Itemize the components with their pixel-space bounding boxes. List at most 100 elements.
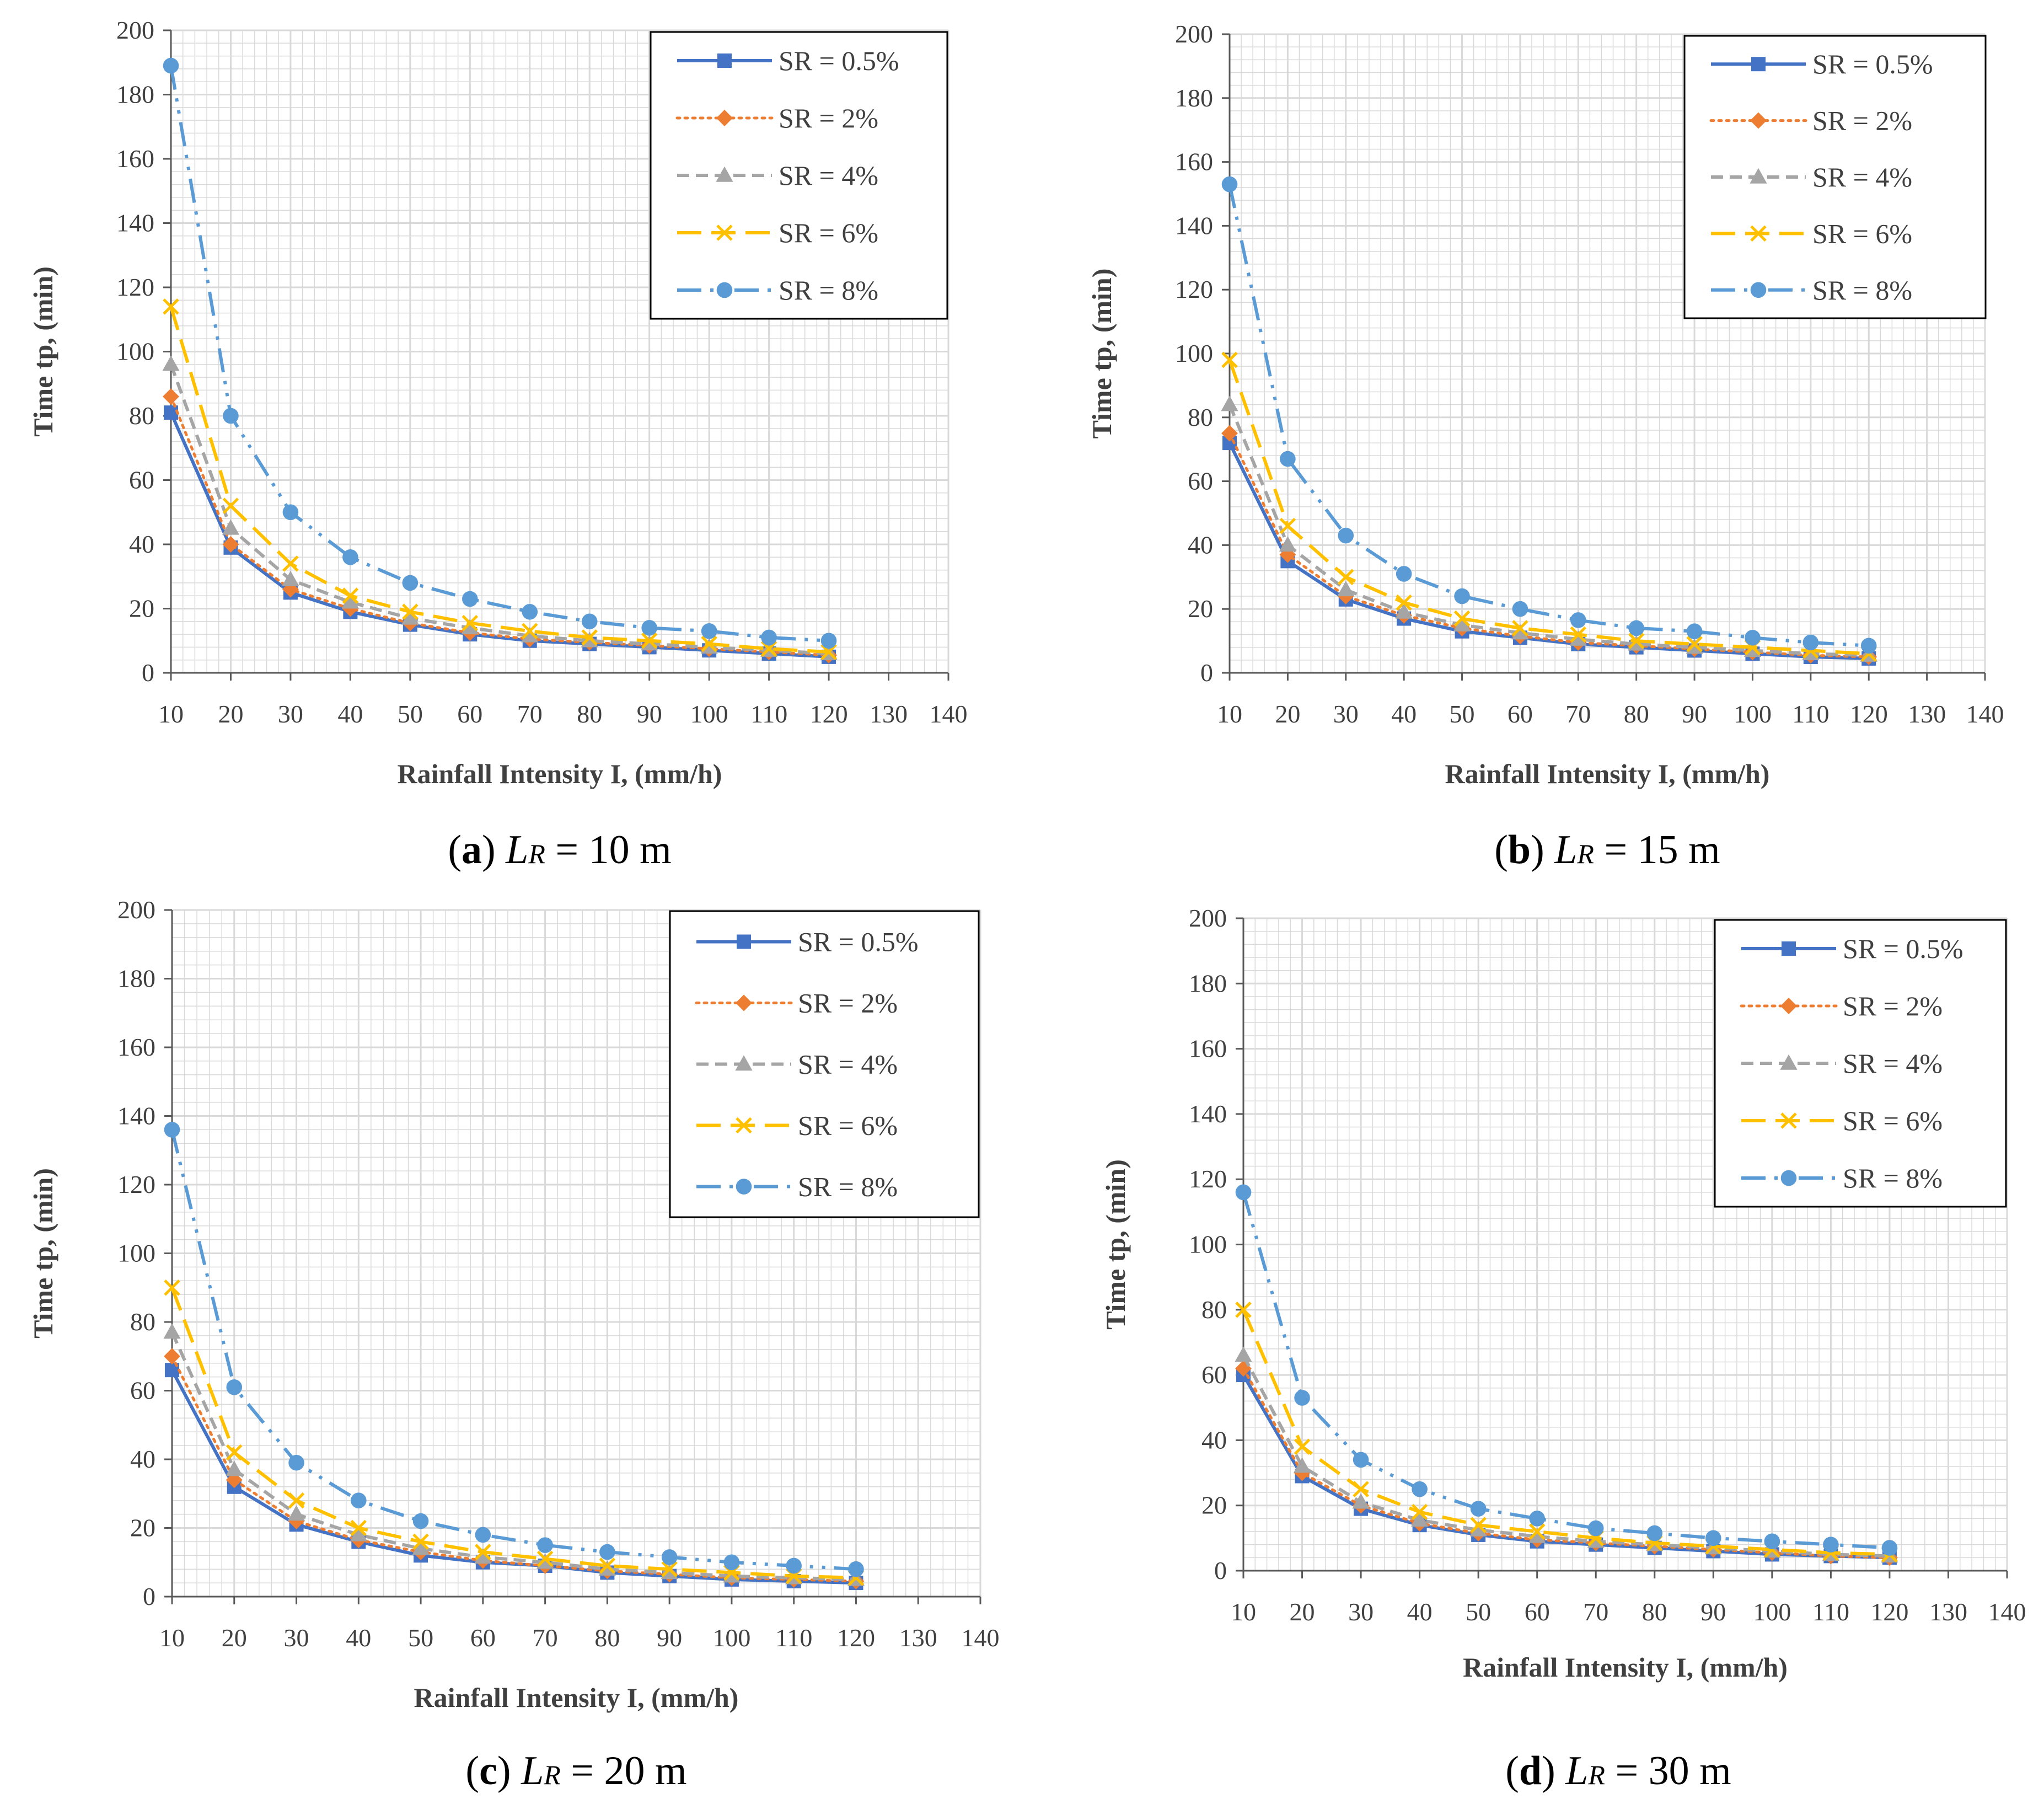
legend: SR = 0.5% SR = 2% SR = 4% SR = 6% SR = 8% [1683,35,1987,319]
series-sr-0-5 [164,405,836,664]
data-point-sr-8 [1294,1390,1310,1406]
legend-label-sr-2: SR = 2% [1843,991,1943,1021]
data-point-sr-2 [282,581,299,598]
caption-part-3: L [1565,1748,1588,1794]
data-point-sr-2 [1221,425,1238,442]
y-tick-label: 180 [1189,969,1227,997]
data-point-sr-4 [341,593,359,609]
legend-marker-sr-8 [736,1179,752,1195]
series-line-sr-8 [1228,184,1869,647]
y-tick-label: 120 [116,273,154,301]
x-tick-label: 90 [1700,1598,1726,1626]
legend: SR = 0.5% SR = 2% SR = 4% SR = 6% SR = 8% [650,31,948,320]
data-point-sr-6-stroke-b [288,1492,305,1509]
data-point-sr-8 [163,57,179,74]
x-tick-label: 40 [1391,700,1417,728]
y-tick-label: 0 [143,1582,155,1610]
data-point-sr-8 [786,1557,802,1574]
data-point-sr-8 [164,1122,180,1138]
data-point-sr-4 [1279,536,1296,552]
data-point-sr-6-stroke-b [760,640,777,657]
data-point-sr-6 [661,1561,678,1577]
legend-marker-sr-2 [736,994,752,1011]
series-sr-8 [163,57,837,649]
x-tick-label: 140 [962,1624,1000,1652]
data-point-sr-6 [1396,594,1412,611]
data-point-sr-4 [282,570,299,586]
data-point-sr-6-stroke-b [1353,1481,1369,1497]
series-sr-6 [163,298,837,660]
data-point-sr-6 [1279,517,1296,534]
legend-label-sr-4: SR = 4% [779,160,878,191]
data-point-sr-6-stroke-b [412,1533,429,1550]
x-tick-label: 70 [517,700,543,728]
panel-caption: (c) LR = 20 m [465,1748,686,1794]
x-tick-label: 90 [637,700,662,728]
data-point-sr-6-stroke-b [1411,1503,1428,1521]
legend-label-sr-6: SR = 6% [779,217,878,248]
series-line-sr-2 [169,395,830,657]
y-tick-label: 60 [1188,467,1213,495]
x-axis-title: Rainfall Intensity I, (mm/h) [1445,758,1770,789]
y-tick-label: 120 [117,1170,155,1198]
data-point-sr-8 [1221,176,1238,192]
caption-part-2: ) [482,827,506,872]
y-tick-label: 20 [1188,595,1213,623]
y-tick-label: 140 [117,1102,155,1130]
caption-part-5: = 10 m [545,827,672,872]
data-point-sr-6-stroke-b [1338,569,1354,586]
caption-part-1: b [1508,827,1531,872]
data-point-sr-4 [1337,581,1355,597]
legend-marker-sr-6 [716,224,733,241]
data-point-sr-8 [1705,1530,1721,1546]
data-point-sr-8 [402,575,419,591]
data-point-sr-4 [1395,603,1413,619]
legend-label-sr-6: SR = 6% [1812,218,1912,249]
x-tick-label: 10 [1217,700,1242,728]
data-point-sr-8 [1412,1481,1428,1497]
data-point-sr-6 [1470,1517,1487,1533]
legend-label-sr-0-5: SR = 0.5% [798,927,919,957]
data-point-sr-8 [522,604,538,620]
data-point-sr-6 [820,644,837,660]
legend-label-sr-4: SR = 4% [1843,1048,1943,1079]
x-tick-label: 30 [1348,1598,1374,1626]
data-point-sr-6-stroke-b [350,1519,367,1537]
x-tick-label: 80 [1624,700,1649,728]
legend-label-sr-6: SR = 6% [1843,1105,1943,1136]
y-tick-label: 40 [1188,531,1213,559]
data-point-sr-8 [342,549,358,565]
data-point-sr-4 [412,1539,430,1555]
data-point-sr-6 [288,1492,305,1509]
data-point-sr-6 [537,1550,554,1567]
data-point-sr-6 [462,614,479,631]
caption-part-2: ) [1542,1748,1565,1794]
x-tick-label: 50 [398,700,423,728]
data-point-sr-2 [164,1348,180,1365]
data-point-sr-8 [1628,620,1644,636]
data-point-sr-6 [282,555,299,572]
data-point-sr-6-stroke-b [1221,351,1238,368]
series-line-sr-4 [170,1331,856,1581]
legend-marker-sr-8 [716,282,733,298]
x-tick-label: 40 [337,700,363,728]
data-point-sr-6 [226,1444,243,1461]
legend-marker-sr-6-stroke-b [1750,225,1767,242]
data-point-sr-8 [288,1454,304,1471]
legend-marker-sr-6 [736,1117,752,1134]
data-point-sr-6-stroke-b [282,555,299,572]
y-tick-label: 160 [1189,1035,1227,1063]
x-tick-label: 80 [1642,1598,1667,1626]
data-point-sr-6 [1221,351,1238,368]
series-sr-8 [1221,176,1877,654]
data-point-sr-6-stroke-b [163,298,179,315]
data-point-sr-2 [222,536,239,553]
data-point-sr-6 [412,1533,429,1550]
series-line-sr-0-5 [169,411,829,659]
panel-caption: (b) LR = 15 m [1494,827,1720,872]
legend-label-sr-4: SR = 4% [1812,162,1912,192]
legend-marker-sr-2 [716,110,733,126]
y-tick-label: 200 [116,16,154,44]
caption-part-1: a [462,827,482,872]
data-point-sr-8 [1570,612,1586,628]
